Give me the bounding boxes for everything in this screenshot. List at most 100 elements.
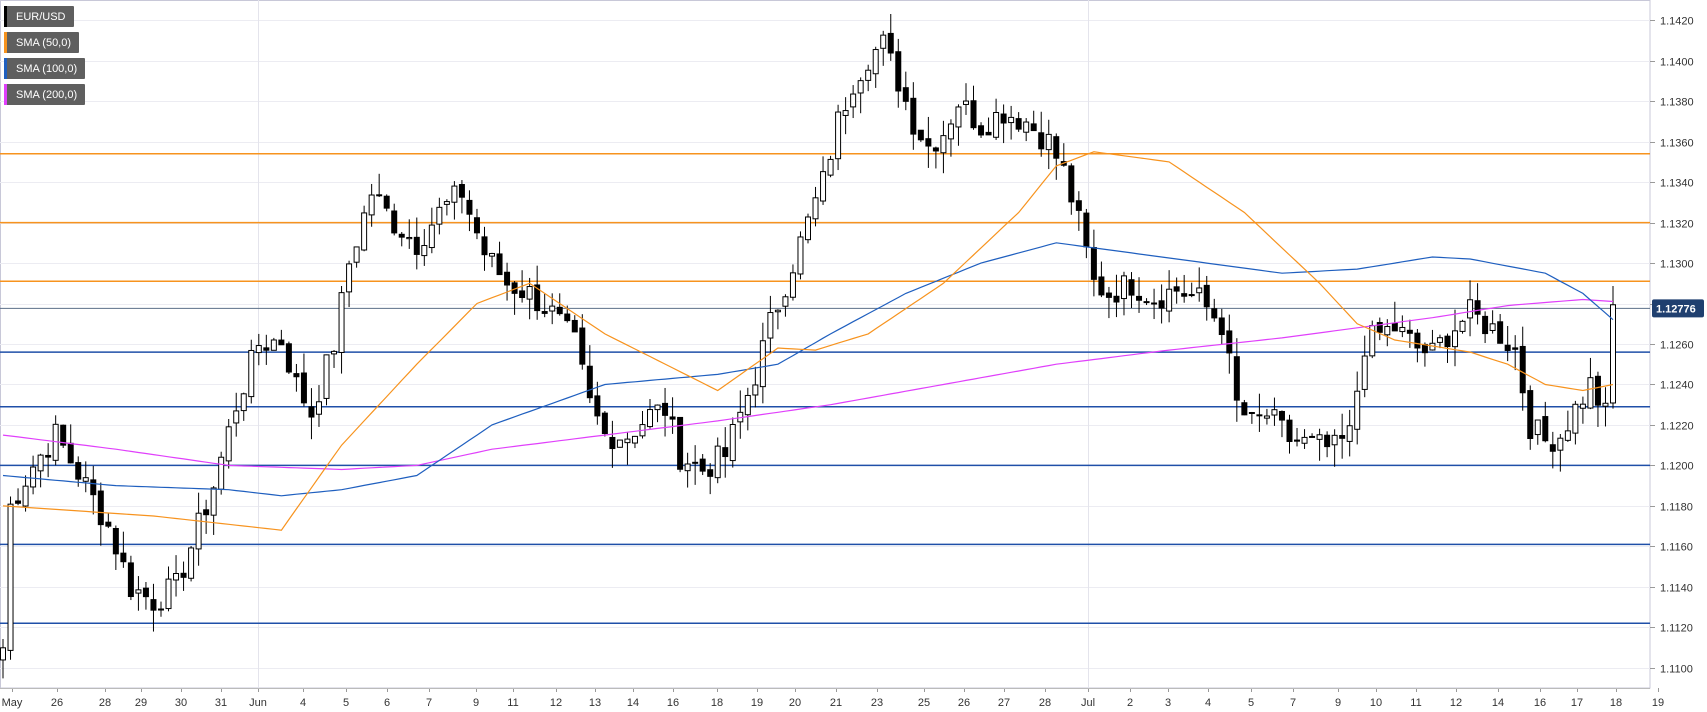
candle-bull — [880, 34, 887, 49]
candle-bear — [1519, 345, 1526, 394]
candle-bull — [218, 456, 225, 490]
legend-swatch — [4, 58, 7, 79]
legend-item-sma200[interactable]: SMA (200,0) — [4, 84, 86, 105]
candle-bull — [1256, 414, 1263, 417]
candle-bull — [428, 224, 435, 249]
x-tick-label: 11 — [1410, 697, 1421, 709]
legend-swatch — [4, 84, 7, 105]
candle-bear — [925, 138, 932, 147]
candle-bull — [526, 286, 533, 300]
candle-bull — [1459, 320, 1466, 332]
candle-bull — [1399, 326, 1406, 333]
x-tick-label: Jun — [249, 697, 267, 709]
candle-bull — [233, 410, 240, 424]
horizontal-levels — [0, 153, 1650, 624]
x-tick-label: 25 — [918, 697, 930, 709]
candle-bull — [1579, 403, 1586, 409]
x-tick-label: May — [2, 697, 23, 709]
candle-bear — [293, 373, 300, 378]
candle-bear — [932, 147, 939, 152]
x-tick-label: 26 — [958, 697, 970, 709]
candle-bear — [150, 599, 157, 611]
candle-bear — [1444, 335, 1451, 348]
candle-bear — [112, 528, 119, 555]
candle-bull — [759, 340, 766, 388]
candle-bear — [1068, 165, 1075, 203]
candle-bull — [752, 384, 759, 396]
x-tick-label: 14 — [1492, 697, 1504, 709]
x-tick-label: 5 — [1248, 697, 1254, 709]
moving-averages — [2, 151, 1614, 531]
candle-bear — [910, 97, 917, 135]
candle-bull — [744, 394, 751, 416]
candle-bear — [1038, 132, 1045, 150]
candle-bear — [1504, 344, 1511, 351]
candle-bull — [624, 438, 631, 444]
candle-bull — [443, 201, 450, 205]
candle-bear — [1339, 435, 1346, 439]
x-tick-label: 31 — [215, 697, 227, 709]
candle-bear — [707, 469, 714, 477]
y-tick-label: 1.1300 — [1660, 259, 1694, 271]
candle-bull — [225, 426, 232, 462]
candles — [0, 14, 1616, 679]
candle-bull — [436, 206, 443, 225]
candle-bear — [985, 131, 992, 136]
x-tick-label: 12 — [1450, 697, 1462, 709]
candle-bull — [955, 106, 962, 128]
candle-bull — [940, 135, 947, 154]
legend: EUR/USD SMA (50,0) SMA (100,0) SMA (200,… — [4, 6, 86, 110]
candle-bear — [67, 442, 74, 464]
candle-bull — [1534, 419, 1541, 436]
sma-50-line — [2, 151, 1614, 531]
candle-bear — [1497, 321, 1504, 344]
y-tick-label: 1.1240 — [1660, 380, 1694, 392]
candle-bull — [1602, 402, 1609, 407]
legend-item-sma100[interactable]: SMA (100,0) — [4, 58, 86, 79]
candle-bull — [1316, 434, 1323, 440]
candle-bear — [1278, 410, 1285, 421]
candle-bull — [1557, 437, 1564, 451]
y-tick-label: 1.1360 — [1660, 138, 1694, 150]
legend-label: SMA (100,0) — [16, 62, 78, 75]
legend-item-eurusd[interactable]: EUR/USD — [4, 6, 74, 27]
candle-bull — [857, 80, 864, 94]
y-tick-label: 1.1120 — [1660, 623, 1693, 635]
candle-bear — [571, 319, 578, 333]
candle-bull — [270, 339, 277, 351]
legend-item-sma50[interactable]: SMA (50,0) — [4, 32, 80, 53]
grid — [0, 0, 1651, 689]
candle-bear — [1233, 356, 1240, 401]
y-tick-label: 1.1420 — [1660, 16, 1694, 28]
candle-bear — [1512, 347, 1519, 350]
y-axis: 1.1100 1.1120 1.1140 1.1160 1.1180 1.1200 1.12… — [1650, 16, 1694, 676]
candle-bear — [601, 412, 608, 435]
candle-bear — [669, 416, 676, 420]
candle-bear — [970, 100, 977, 129]
x-tick-label: 19 — [751, 697, 763, 709]
candle-bull — [135, 589, 142, 594]
candle-bull — [361, 212, 368, 251]
x-tick-label: 28 — [99, 697, 111, 709]
candle-bull — [240, 393, 247, 412]
candle-bull — [1489, 323, 1496, 331]
candle-bull — [549, 305, 556, 312]
candle-bear — [1113, 295, 1120, 303]
candle-bear — [1414, 332, 1421, 349]
y-tick-label: 1.1220 — [1660, 421, 1694, 433]
x-tick-label: 16 — [1534, 697, 1546, 709]
legend-label: EUR/USD — [16, 10, 66, 23]
candle-bull — [37, 454, 44, 472]
candle-bull — [1354, 390, 1361, 430]
candle-bull — [782, 296, 789, 307]
candle-bear — [579, 327, 586, 365]
candle-bull — [797, 236, 804, 275]
legend-swatch — [4, 32, 7, 53]
candle-bull — [195, 512, 202, 550]
candle-bull — [7, 503, 14, 651]
candle-bear — [1053, 136, 1060, 159]
x-axis: May 26 28 29 30 31 Jun 4 5 6 7 9 11 12 13 14 16 18 19 20 21 2… — [0, 688, 1664, 709]
candle-bear — [1090, 246, 1097, 280]
x-tick-label: 23 — [871, 697, 883, 709]
candle-bull — [850, 93, 857, 108]
